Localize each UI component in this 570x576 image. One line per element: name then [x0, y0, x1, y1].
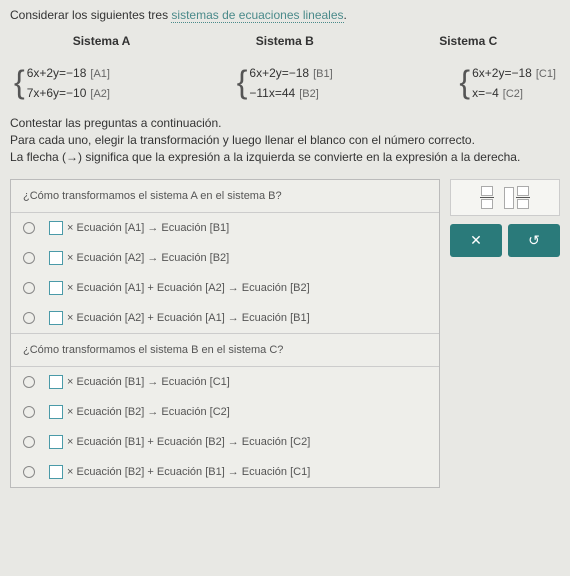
- radio-icon[interactable]: [23, 406, 35, 418]
- mixed-fraction-icon[interactable]: [504, 186, 530, 209]
- title-c: Sistema C: [439, 34, 497, 48]
- q1-opt1[interactable]: × Ecuación [A1]→Ecuación [B1]: [11, 213, 439, 243]
- radio-icon[interactable]: [23, 282, 35, 294]
- q1-opt4[interactable]: × Ecuación [A2] + Ecuación [A1]→Ecuación…: [11, 303, 439, 333]
- input-box[interactable]: [49, 251, 63, 265]
- system-b: { 6x+2y=−18[B1] −11x=44[B2]: [237, 64, 333, 101]
- radio-icon[interactable]: [23, 222, 35, 234]
- link-systems[interactable]: sistemas de ecuaciones lineales: [171, 8, 343, 23]
- system-a: { 6x+2y=−18[A1] 7x+6y=−10[A2]: [14, 64, 110, 101]
- reset-button[interactable]: ↺: [508, 224, 560, 257]
- q2-opt4[interactable]: × Ecuación [B2] + Ecuación [B1]→Ecuación…: [11, 457, 439, 487]
- q2-opt3[interactable]: × Ecuación [B1] + Ecuación [B2]→Ecuación…: [11, 427, 439, 457]
- intro-text: Considerar los siguientes tres sistemas …: [10, 8, 560, 22]
- question-box: ¿Cómo transformamos el sistema A en el s…: [10, 179, 440, 488]
- input-box[interactable]: [49, 375, 63, 389]
- title-a: Sistema A: [73, 34, 131, 48]
- input-box[interactable]: [49, 311, 63, 325]
- input-box[interactable]: [49, 405, 63, 419]
- q1-title: ¿Cómo transformamos el sistema A en el s…: [11, 180, 439, 213]
- close-button[interactable]: ✕: [450, 224, 502, 257]
- q1-opt3[interactable]: × Ecuación [A1] + Ecuación [A2]→Ecuación…: [11, 273, 439, 303]
- equations-row: { 6x+2y=−18[A1] 7x+6y=−10[A2] { 6x+2y=−1…: [10, 64, 560, 101]
- q1-opt2[interactable]: × Ecuación [A2]→Ecuación [B2]: [11, 243, 439, 273]
- radio-icon[interactable]: [23, 436, 35, 448]
- radio-icon[interactable]: [23, 376, 35, 388]
- fraction-icon[interactable]: [480, 186, 494, 209]
- q2-opt1[interactable]: × Ecuación [B1]→Ecuación [C1]: [11, 367, 439, 397]
- input-box[interactable]: [49, 221, 63, 235]
- input-box[interactable]: [49, 465, 63, 479]
- input-box[interactable]: [49, 435, 63, 449]
- systems-titles: Sistema A Sistema B Sistema C: [10, 34, 560, 56]
- system-c: { 6x+2y=−18[C1] x=−4[C2]: [459, 64, 556, 101]
- radio-icon[interactable]: [23, 466, 35, 478]
- radio-icon[interactable]: [23, 312, 35, 324]
- fraction-tools: [450, 179, 560, 216]
- title-b: Sistema B: [256, 34, 314, 48]
- radio-icon[interactable]: [23, 252, 35, 264]
- input-box[interactable]: [49, 281, 63, 295]
- q2-title: ¿Cómo transformamos el sistema B en el s…: [11, 333, 439, 367]
- instructions: Contestar las preguntas a continuación. …: [10, 115, 560, 165]
- q2-opt2[interactable]: × Ecuación [B2]→Ecuación [C2]: [11, 397, 439, 427]
- side-panel: ✕ ↺: [450, 179, 560, 257]
